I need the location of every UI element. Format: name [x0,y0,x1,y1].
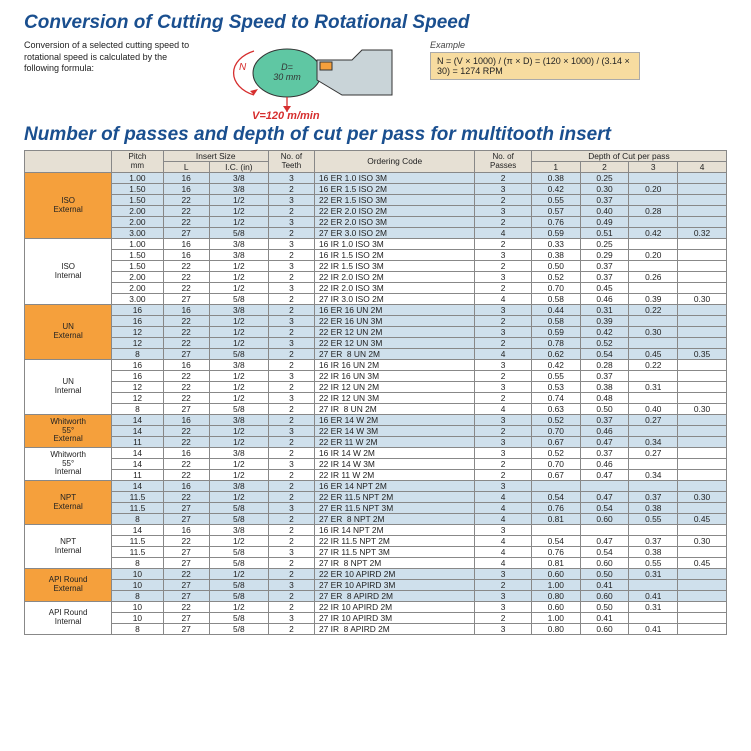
svg-text:D=: D= [281,62,293,72]
table-row: 10275/8327 IR 10 APIRD 3M21.000.41 [25,613,727,624]
table-row: 1.50221/2322 ER 1.5 ISO 3M20.550.37 [25,195,727,206]
diagram: D= 30 mm N V=120 m/min [212,40,412,120]
table-row: UNExternal16163/8216 ER 16 UN 2M30.440.3… [25,305,727,316]
col-passes: No. ofPasses [475,151,531,173]
table-row: UNInternal16163/8216 IR 16 UN 2M30.420.2… [25,360,727,371]
group-label: ISOExternal [25,173,112,239]
table-row: Whitworth55°External14163/8216 ER 14 W 2… [25,415,727,426]
example-formula: N = (V × 1000) / (π × D) = (120 × 1000) … [430,52,640,80]
table-row: API RoundInternal10221/2222 IR 10 APIRD … [25,602,727,613]
table-row: 8275/8227 IR 8 NPT 2M40.810.600.550.45 [25,558,727,569]
table-row: 2.00221/2222 IR 2.0 ISO 2M30.520.370.26 [25,272,727,283]
group-label: ISOInternal [25,239,112,305]
table-row: 12221/2222 IR 12 UN 2M30.530.380.31 [25,382,727,393]
col-teeth: No. ofTeeth [268,151,314,173]
col-code: Ordering Code [315,151,475,173]
group-label: Whitworth55°External [25,415,112,448]
table-row: 11.5221/2222 ER 11.5 NPT 2M40.540.470.37… [25,492,727,503]
formula-note: Conversion of a selected cutting speed t… [24,40,194,75]
group-label: UNExternal [25,305,112,360]
example-title: Example [430,40,640,50]
group-label: UNInternal [25,360,112,415]
example-box: Example N = (V × 1000) / (π × D) = (120 … [430,40,640,80]
title-conversion: Conversion of Cutting Speed to Rotationa… [24,12,727,34]
table-row: 3.00275/8227 ER 3.0 ISO 2M40.590.510.420… [25,228,727,239]
table-row: Whitworth55°Internal14163/8216 IR 14 W 2… [25,448,727,459]
col-IC: I.C. (in) [209,162,268,173]
table-row: 12221/2322 ER 12 UN 3M20.780.52 [25,338,727,349]
passes-table: PitchmmInsert SizeNo. ofTeethOrdering Co… [24,150,727,635]
table-row: 16221/2322 ER 16 UN 3M20.580.39 [25,316,727,327]
table-row: 11221/2222 IR 11 W 2M20.670.470.34 [25,470,727,481]
table-row: 1.50221/2322 IR 1.5 ISO 3M20.500.37 [25,261,727,272]
table-row: 10275/8327 ER 10 APIRD 3M21.000.41 [25,580,727,591]
svg-text:N: N [239,62,247,73]
group-label: NPTExternal [25,481,112,525]
table-row: 2.00221/2322 ER 2.0 ISO 3M20.760.49 [25,217,727,228]
table-row: 8275/8227 IR 8 APIRD 2M30.800.600.41 [25,624,727,635]
table-row: 11.5221/2222 IR 11.5 NPT 2M40.540.470.37… [25,536,727,547]
col-L: L [163,162,209,173]
table-row: 8275/8227 ER 8 APIRD 2M30.800.600.41 [25,591,727,602]
group-label: API RoundInternal [25,602,112,635]
table-row: 14221/2322 ER 14 W 3M20.700.46 [25,426,727,437]
table-row: ISOInternal1.00163/8316 IR 1.0 ISO 3M20.… [25,239,727,250]
title-passes: Number of passes and depth of cut per pa… [24,124,727,146]
table-row: 11.5275/8327 ER 11.5 NPT 3M40.760.540.38 [25,503,727,514]
table-row: 2.00221/2322 IR 2.0 ISO 3M20.700.45 [25,283,727,294]
group-label: NPTInternal [25,525,112,569]
top-row: Conversion of a selected cutting speed t… [24,40,727,120]
group-label: Whitworth55°Internal [25,448,112,481]
table-row: 12221/2322 IR 12 UN 3M20.740.48 [25,393,727,404]
table-row: NPTExternal14163/8216 ER 14 NPT 2M3 [25,481,727,492]
col-pitch: Pitchmm [112,151,163,173]
table-row: 1.50163/8216 ER 1.5 ISO 2M30.420.300.20 [25,184,727,195]
table-row: API RoundExternal10221/2222 ER 10 APIRD … [25,569,727,580]
table-row: 1.50163/8216 IR 1.5 ISO 2M30.380.290.20 [25,250,727,261]
table-row: 16221/2322 IR 16 UN 3M20.550.37 [25,371,727,382]
table-row: 11221/2222 ER 11 W 2M30.670.470.34 [25,437,727,448]
table-row: 2.00221/2222 ER 2.0 ISO 2M30.570.400.28 [25,206,727,217]
table-row: 8275/8227 ER 8 UN 2M40.620.540.450.35 [25,349,727,360]
table-row: 8275/8227 IR 8 UN 2M40.630.500.400.30 [25,404,727,415]
svg-text:30 mm: 30 mm [273,72,301,82]
v-label: V=120 m/min [252,110,320,122]
table-row: NPTInternal14163/8216 IR 14 NPT 2M3 [25,525,727,536]
table-row: 11.5275/8327 IR 11.5 NPT 3M40.760.540.38 [25,547,727,558]
table-row: 12221/2222 ER 12 UN 2M30.590.420.30 [25,327,727,338]
table-row: ISOExternal1.00163/8316 ER 1.0 ISO 3M20.… [25,173,727,184]
table-row: 3.00275/8227 IR 3.0 ISO 2M40.580.460.390… [25,294,727,305]
table-row: 14221/2322 IR 14 W 3M20.700.46 [25,459,727,470]
col-insert: Insert Size [163,151,268,162]
col-depth: Depth of Cut per pass [531,151,726,162]
table-row: 8275/8227 ER 8 NPT 2M40.810.600.550.45 [25,514,727,525]
group-label: API RoundExternal [25,569,112,602]
